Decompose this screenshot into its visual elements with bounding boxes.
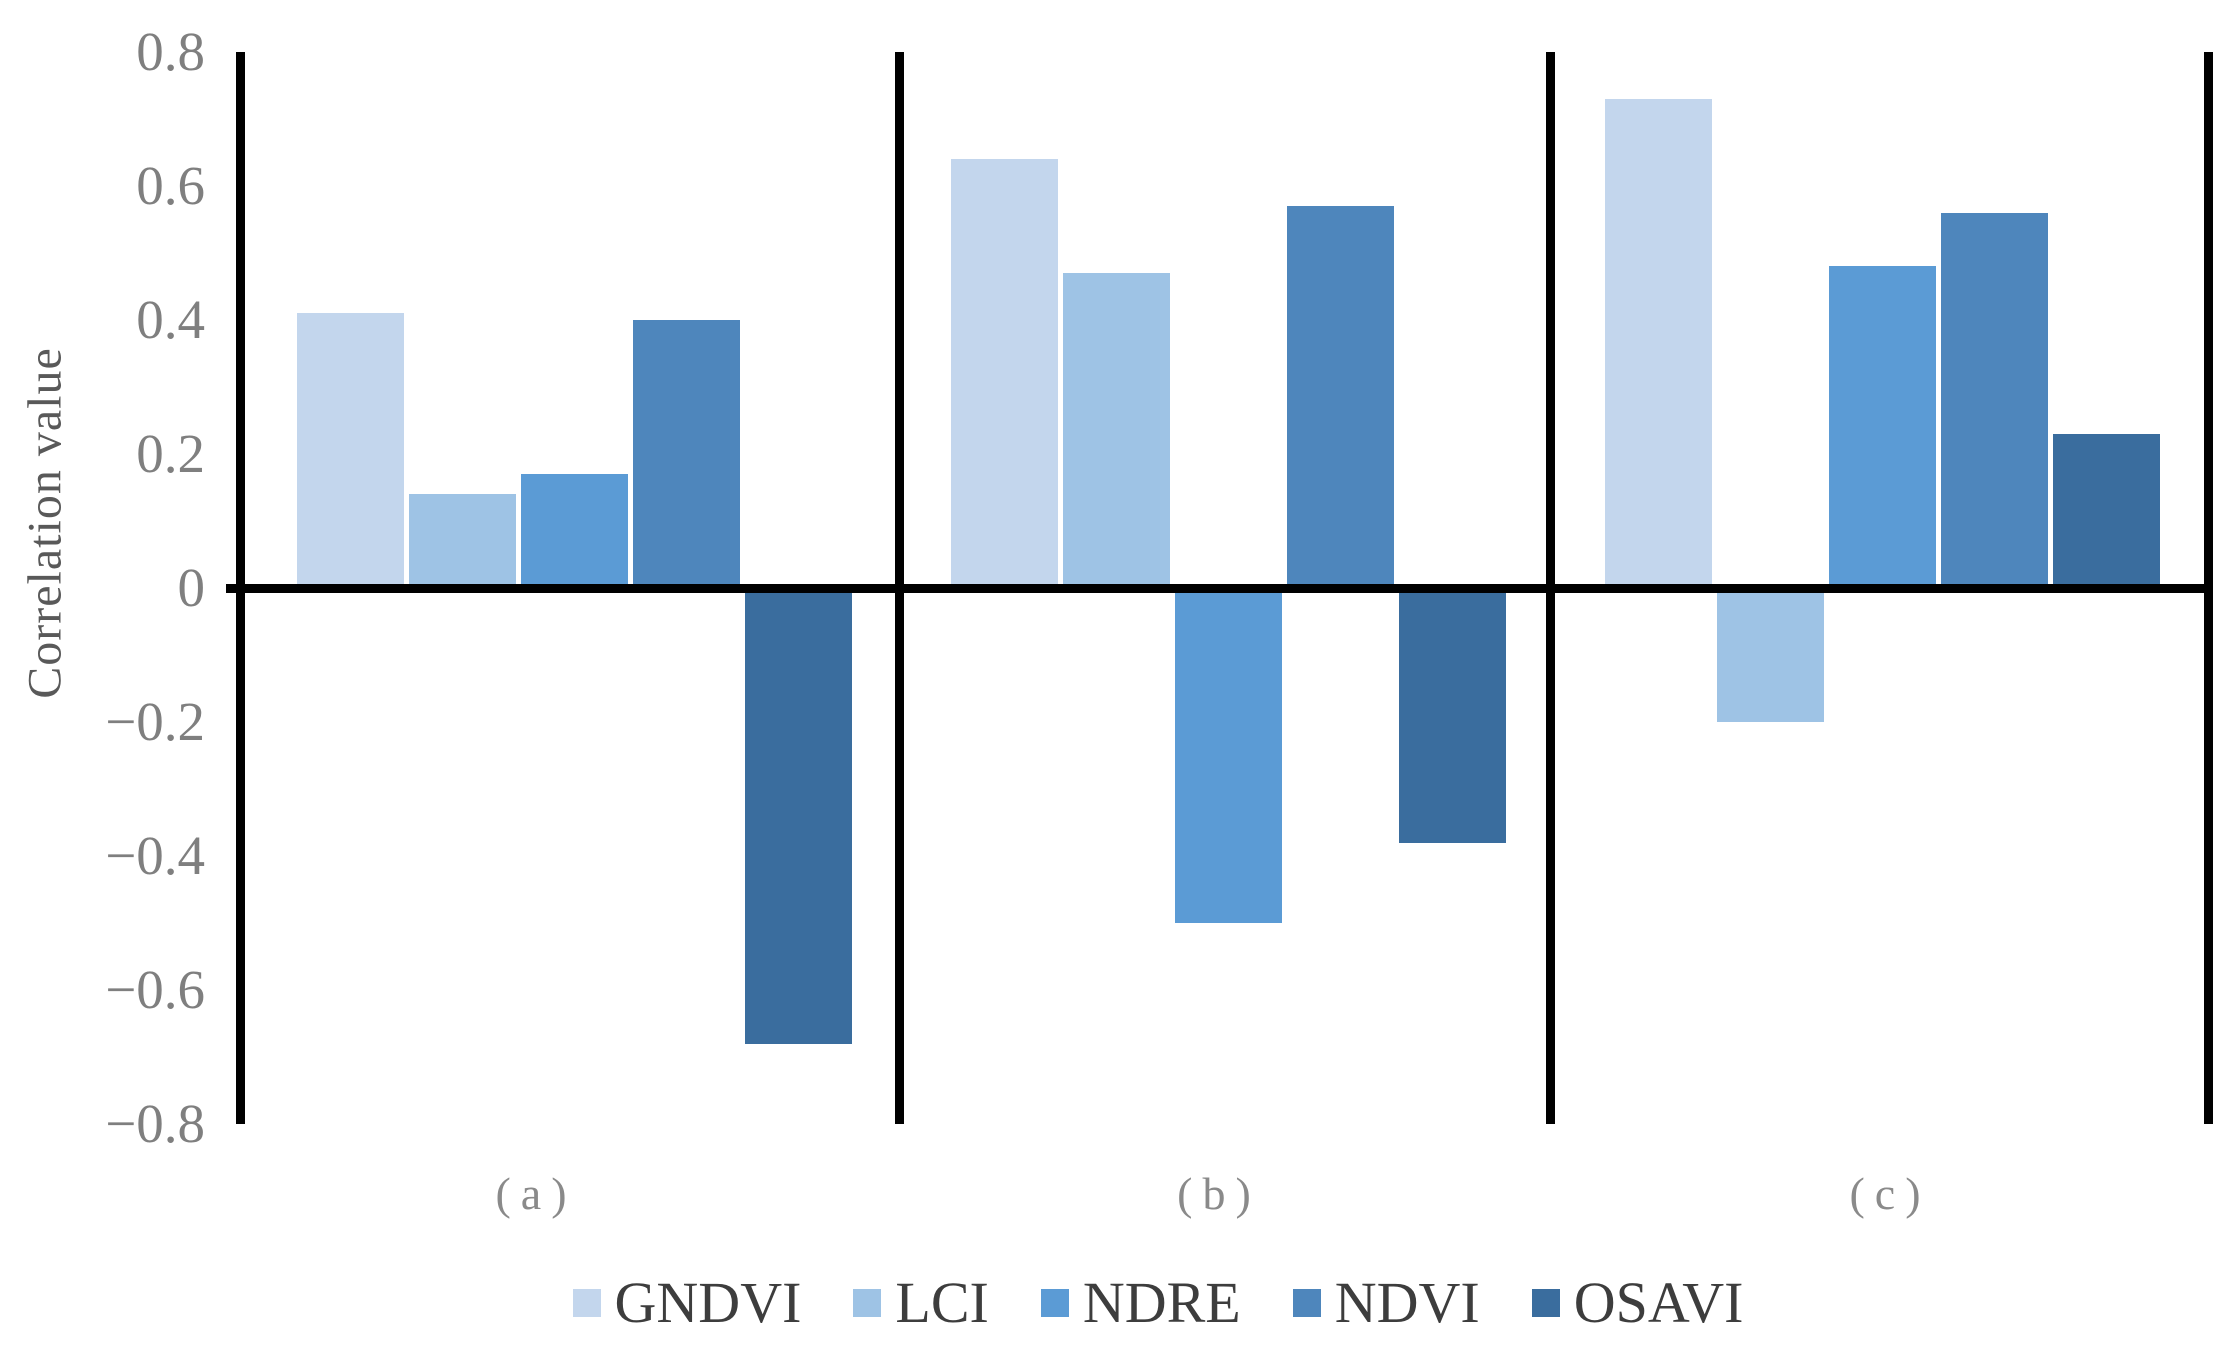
legend-item-lci: LCI <box>853 1270 989 1335</box>
bar-ndre-c <box>1828 266 1936 588</box>
legend-item-ndre: NDRE <box>1040 1270 1241 1335</box>
panel-label-c: (c) <box>1849 1168 1931 1219</box>
legend-swatch-icon <box>853 1289 882 1317</box>
bar-ndvi-c <box>1940 212 2048 588</box>
y-tick-label: −0.4 <box>105 825 205 886</box>
legend-label: OSAVI <box>1573 1270 1744 1335</box>
bar-gndvi-a <box>296 313 404 588</box>
y-axis-title: Correlation value <box>18 347 72 699</box>
bar-gndvi-b <box>950 159 1058 588</box>
bar-gndvi-c <box>1604 98 1712 588</box>
y-tick-label: 0 <box>177 557 206 618</box>
legend-item-ndvi: NDVI <box>1292 1270 1480 1335</box>
bar-ndvi-a <box>632 320 740 588</box>
legend-swatch-icon <box>1040 1289 1069 1317</box>
y-tick-label: −0.8 <box>105 1093 205 1154</box>
legend-item-gndvi: GNDVI <box>572 1270 802 1335</box>
y-tick-label: 0.8 <box>136 21 205 82</box>
bar-osavi-b <box>1398 588 1506 843</box>
legend-label: LCI <box>895 1270 989 1335</box>
panel-label-a: (a) <box>495 1168 577 1219</box>
bar-lci-a <box>408 494 516 588</box>
bar-osavi-a <box>744 588 852 1044</box>
legend-label: NDRE <box>1082 1270 1241 1335</box>
y-tick-label: 0.2 <box>136 423 205 484</box>
bar-osavi-c <box>2052 433 2160 588</box>
y-tick-label: 0.6 <box>136 155 205 216</box>
bar-ndre-b <box>1174 588 1282 923</box>
legend-swatch-icon <box>1531 1289 1560 1317</box>
legend-item-osavi: OSAVI <box>1531 1270 1744 1335</box>
bar-ndvi-b <box>1286 206 1394 588</box>
y-tick-label: −0.2 <box>105 691 205 752</box>
y-tick-label: −0.6 <box>105 959 205 1020</box>
legend-swatch-icon <box>1292 1289 1321 1317</box>
legend-label: NDVI <box>1334 1270 1480 1335</box>
bar-lci-b <box>1062 273 1170 588</box>
zero-axis-line <box>226 583 2213 593</box>
bar-ndre-a <box>520 474 628 588</box>
y-tick-label: 0.4 <box>136 289 205 350</box>
legend-label: GNDVI <box>614 1270 802 1335</box>
panel-label-b: (b) <box>1177 1168 1261 1219</box>
bar-lci-c <box>1716 588 1824 722</box>
legend: GNDVI LCI NDRE NDVI OSAVI <box>46 1268 2224 1338</box>
legend-swatch-icon <box>572 1289 601 1317</box>
